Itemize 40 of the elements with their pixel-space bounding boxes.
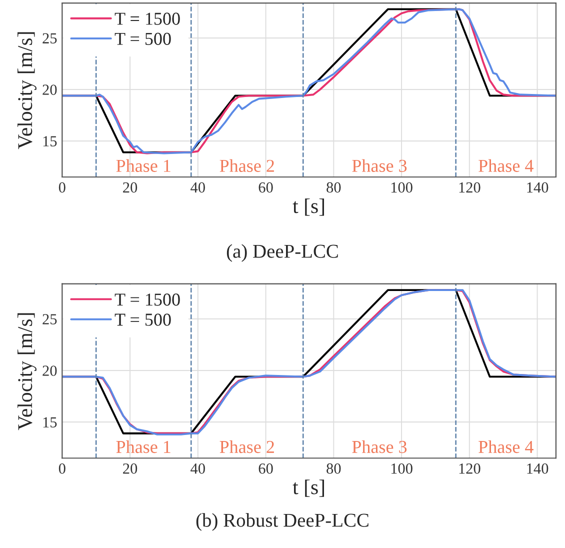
legend-label: T = 500: [114, 32, 171, 45]
y-axis-title: Velocity [m/s]: [18, 32, 36, 150]
annotation: Phase 4: [478, 440, 534, 454]
x-tick-label: 40: [190, 182, 205, 193]
annotation: Phase 3: [352, 440, 407, 454]
y-tick-label: 15: [43, 136, 57, 146]
x-tick-label: 40: [190, 463, 205, 474]
annotation: Phase 2: [220, 159, 274, 172]
legend-label: T = 500: [114, 314, 171, 326]
annotation: Phase 3: [352, 159, 407, 172]
y-tick-label: 25: [42, 33, 57, 44]
x-tick-label: 80: [326, 182, 341, 193]
text: (b) Robust DeeP-LCC: [196, 513, 368, 531]
annotation: Phase 4: [478, 159, 534, 172]
x-tick-label: 20: [123, 182, 138, 193]
x-tick-label: 120: [459, 463, 480, 474]
x-tick-label: 60: [258, 463, 273, 474]
x-tick-label: 140: [527, 182, 548, 193]
y-tick-label: 20: [42, 84, 57, 95]
y-tick-label: 20: [42, 366, 57, 376]
y-axis-title: Velocity [m/s]: [18, 313, 36, 430]
text: (a) DeeP-LCC: [226, 244, 338, 262]
legend-label: T = 1500: [114, 294, 180, 306]
y-tick-label: 15: [43, 417, 57, 428]
x-axis-title: t [s]: [292, 198, 324, 216]
x-tick-label: 80: [326, 463, 341, 474]
x-tick-label: 20: [123, 463, 138, 474]
x-tick-label: 100: [391, 463, 412, 474]
x-tick-label: 0: [58, 182, 66, 193]
x-tick-label: 60: [258, 182, 273, 193]
annotation: Phase 2: [220, 440, 274, 454]
annotation: Phase 1: [116, 159, 170, 172]
x-axis-title: t [s]: [292, 480, 324, 497]
annotation: Phase 1: [116, 440, 170, 454]
x-tick-label: 140: [527, 463, 548, 474]
x-tick-label: 100: [391, 182, 412, 193]
y-tick-label: 25: [42, 314, 57, 324]
x-tick-label: 0: [58, 463, 66, 474]
x-tick-label: 120: [459, 182, 480, 193]
legend-label: T = 1500: [114, 12, 180, 25]
